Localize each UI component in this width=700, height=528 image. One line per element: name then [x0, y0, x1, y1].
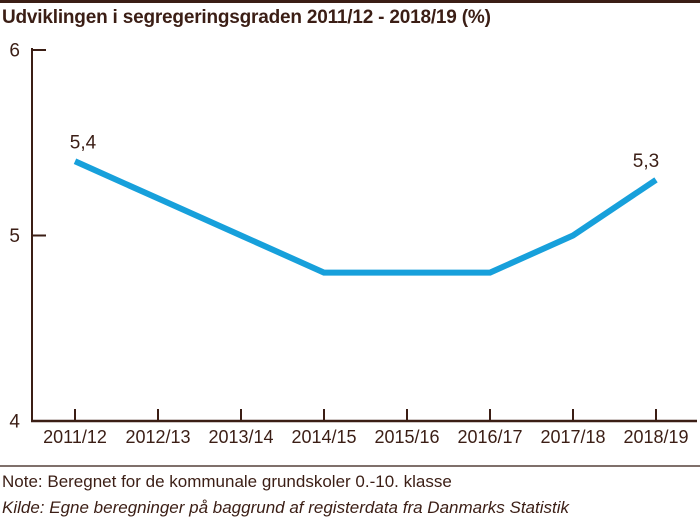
y-tick-label: 6: [9, 41, 20, 62]
data-label: 5,3: [633, 151, 659, 172]
x-tick-label: 2012/13: [125, 427, 190, 447]
y-tick-label: 5: [9, 226, 20, 247]
series-line: [73, 158, 658, 276]
x-tick-label: 2014/15: [291, 427, 356, 447]
top-border: [0, 0, 700, 3]
data-label: 5,4: [70, 132, 97, 153]
source-text: Kilde: Egne beregninger på baggrund af r…: [2, 498, 569, 517]
x-tick-label: 2018/19: [623, 427, 688, 447]
x-tick-label: 2015/16: [374, 427, 439, 447]
line-chart: 4 5 6 2011/12 2012/13 2013/14 2014/15 2015/16 20…: [9, 41, 697, 447]
chart-title: Udviklingen i segregeringsgraden 2011/12…: [2, 7, 491, 28]
y-tick-label: 4: [9, 412, 20, 433]
x-tick-label: 2016/17: [457, 427, 522, 447]
x-tick-label: 2013/14: [208, 427, 273, 447]
note-text: Note: Beregnet for de kommunale grundsko…: [2, 472, 452, 491]
x-tick-label: 2011/12: [43, 427, 107, 447]
x-tick-label: 2017/18: [540, 427, 605, 447]
footer-divider: [0, 465, 700, 467]
